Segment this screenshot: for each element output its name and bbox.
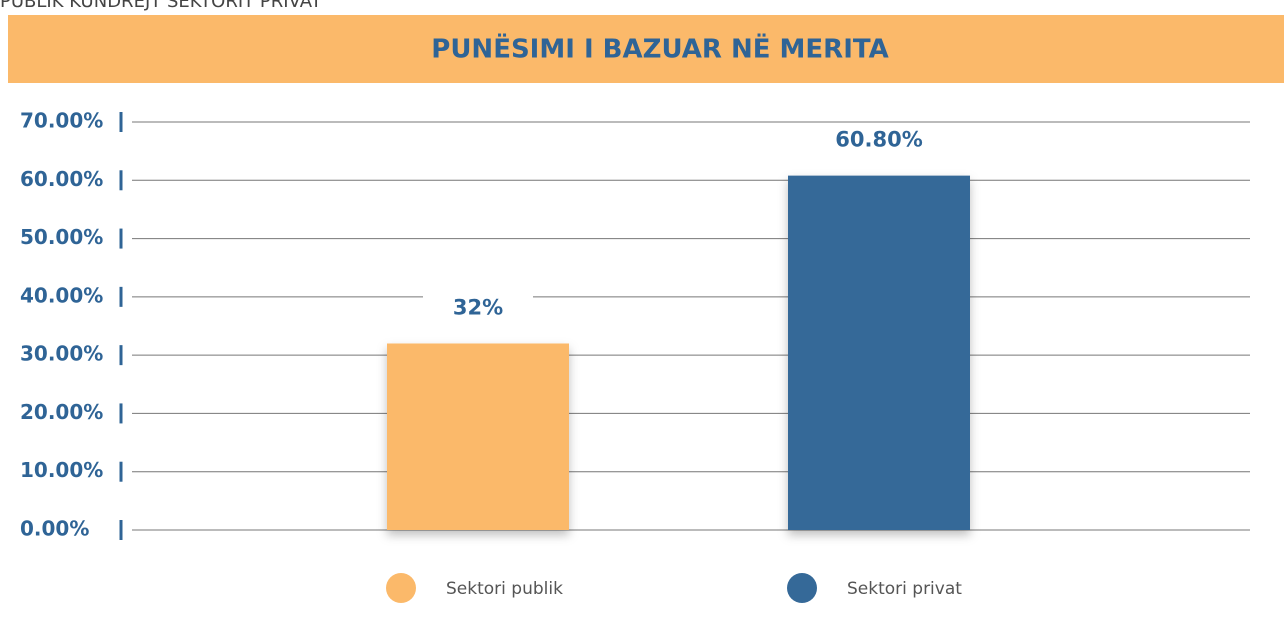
y-tick-label: 0.00%: [20, 517, 89, 541]
y-tick-label: 20.00%: [20, 400, 103, 424]
y-tick-label: 70.00%: [20, 109, 103, 133]
y-tick-label: 10.00%: [20, 458, 103, 482]
value-label: 60.80%: [835, 128, 922, 152]
bar: [387, 343, 569, 530]
value-label-bg: [423, 292, 533, 325]
y-tick-label: 30.00%: [20, 342, 103, 366]
bar: [788, 175, 970, 530]
chart-title: PUNËSIMI I BAZUAR NË MERITA: [431, 33, 888, 65]
legend-label: Sektori publik: [446, 579, 563, 599]
legend-swatch: [386, 573, 416, 603]
legend-label: Sektori privat: [847, 579, 962, 599]
value-label: 32%: [453, 295, 503, 319]
y-tick-label: 50.00%: [20, 225, 103, 249]
subtitle: PUBLIK KUNDREJT SEKTORIT PRIVAT: [0, 0, 323, 12]
y-tick-label: 60.00%: [20, 167, 103, 191]
value-label-bg: [824, 124, 934, 157]
title-banner: [8, 15, 1284, 83]
y-tick-label: 40.00%: [20, 283, 103, 307]
legend-swatch: [787, 573, 817, 603]
